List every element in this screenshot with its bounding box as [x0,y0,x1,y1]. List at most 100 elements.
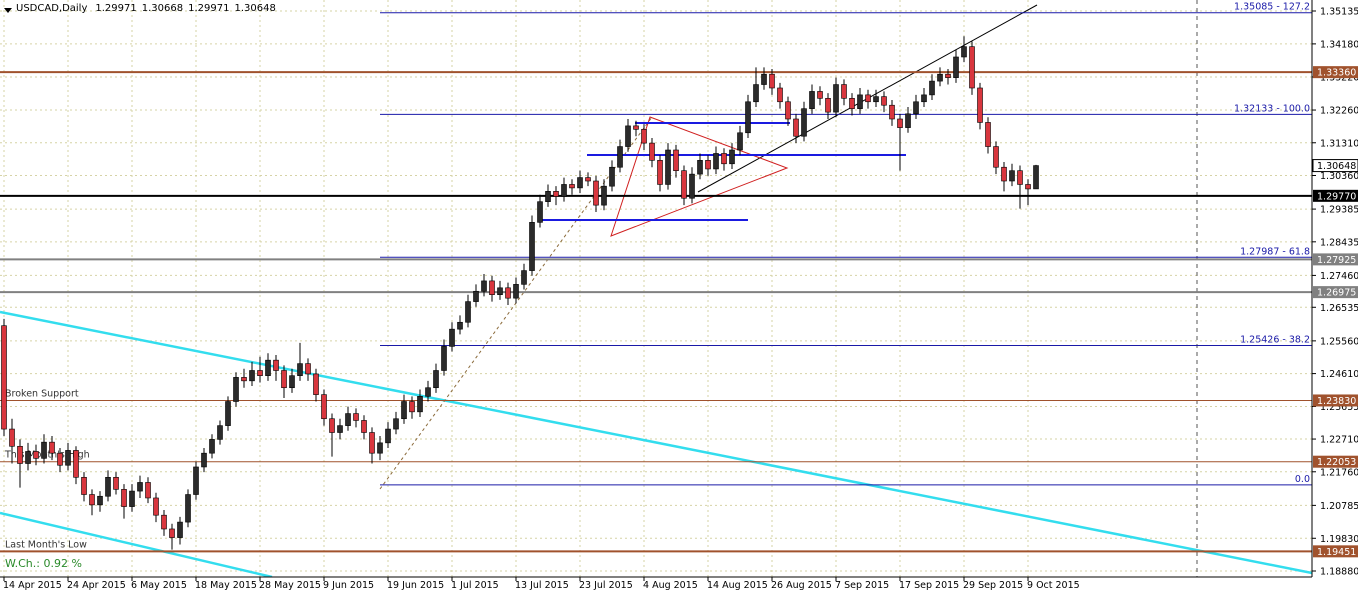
x-tick-label: 9 Jun 2015 [323,580,374,591]
menu-icon[interactable] [4,8,12,13]
candle-body [617,146,623,168]
x-tick-label: 6 May 2015 [131,580,187,591]
candle-body [1009,170,1015,182]
x-tick-label: 24 Apr 2015 [67,580,126,591]
candle-body [681,170,687,199]
candle-body [321,394,327,420]
candle-body [1001,166,1007,182]
x-tick-label: 13 Jul 2015 [515,580,569,591]
candle-body [849,98,855,109]
y-tick-label: 1.27460 [1320,271,1358,282]
candle-body [177,521,183,538]
x-tick-label: 4 Aug 2015 [643,580,698,591]
fib-label: 0.0 [1295,474,1310,485]
candle-body [49,441,55,454]
candle-body [897,118,903,128]
candle-body [561,184,567,197]
y-tick-label: 1.34180 [1320,39,1358,50]
candle-body [817,91,823,99]
candle-body [417,396,423,413]
candle-body [273,359,279,371]
axes: 1.351351.341801.332201.322601.313101.303… [3,6,1358,591]
x-tick-label: 18 May 2015 [195,580,257,591]
candle-body [121,489,127,507]
candle-body [905,113,911,128]
candle-body [289,375,295,389]
fib-label: 1.27987 - 61.8 [1240,246,1310,257]
level-note: Last Month's Low [5,539,87,550]
y-tick-label: 1.31310 [1320,138,1358,149]
channel-line [0,310,1313,575]
candle-body [761,73,767,85]
x-tick-label: 9 Oct 2015 [1027,580,1080,591]
price-box-label: 1.19451 [1317,547,1356,558]
candle-body [97,495,103,506]
candle-body [649,142,655,161]
candle-body [665,149,671,185]
candle-body [753,84,759,103]
candle-body [433,370,439,389]
candle-body [297,363,303,376]
candle-body [409,401,415,413]
candle-body [545,191,551,202]
y-tick-label: 1.28435 [1320,237,1358,248]
fib-label: 1.35085 - 127.2 [1234,2,1310,13]
candle-body [337,425,343,433]
candle-body [985,122,991,147]
price-box-label: 1.22053 [1317,457,1356,468]
drawing-objects [0,0,1313,579]
candle-body [257,370,263,376]
candle-body [857,94,863,109]
candle-body [825,98,831,113]
high-value: 1.30668 [142,3,183,14]
candle-body [633,125,639,130]
candle-body [377,442,383,454]
candle-body [57,452,63,466]
time-axis-bg [0,577,1358,593]
candle-body [425,387,431,397]
candle-body [737,132,743,151]
candle-body [249,370,255,382]
y-tick-label: 1.19830 [1320,534,1358,545]
candle-body [33,451,39,459]
candle-body [921,94,927,103]
candle-body [601,185,607,206]
fib-label: 1.32133 - 100.0 [1234,103,1310,114]
x-tick-label: 17 Sep 2015 [899,580,959,591]
y-tick-label: 1.29385 [1320,205,1358,216]
candle-body [689,173,695,199]
triangle [610,116,789,237]
candle-body [65,450,71,466]
price-box-label: 1.29770 [1317,191,1356,202]
x-tick-label: 7 Sep 2015 [835,580,889,591]
chart-header: USDCAD,Daily 1.29971 1.30668 1.29971 1.30648 [16,3,276,14]
candle-body [945,73,951,78]
candle-body [729,149,735,165]
price-box [1313,545,1358,558]
candle-body [521,270,527,285]
candle-body [609,166,615,187]
candle-body [209,439,215,454]
y-tick-label: 1.21760 [1320,467,1358,478]
symbol: USDCAD,Daily [16,3,87,14]
current-price-label: 1.30648 [1317,161,1356,172]
candle-body [89,494,95,506]
candle-body [457,321,463,330]
candle-body [145,482,151,499]
low-value: 1.29971 [188,3,229,14]
candle-body [505,287,511,299]
candle-body [929,80,935,96]
candle-body [865,94,871,103]
candle-body [673,149,679,171]
x-tick-label: 28 May 2015 [259,580,321,591]
candle-body [353,413,359,421]
candle-body [17,445,23,464]
candle-body [193,466,199,495]
candle-body [113,476,119,490]
price-box-label: 1.33360 [1317,68,1356,79]
price-box-label: 1.23830 [1317,396,1356,407]
y-tick-label: 1.23655 [1320,402,1358,413]
candle-body [449,328,455,347]
